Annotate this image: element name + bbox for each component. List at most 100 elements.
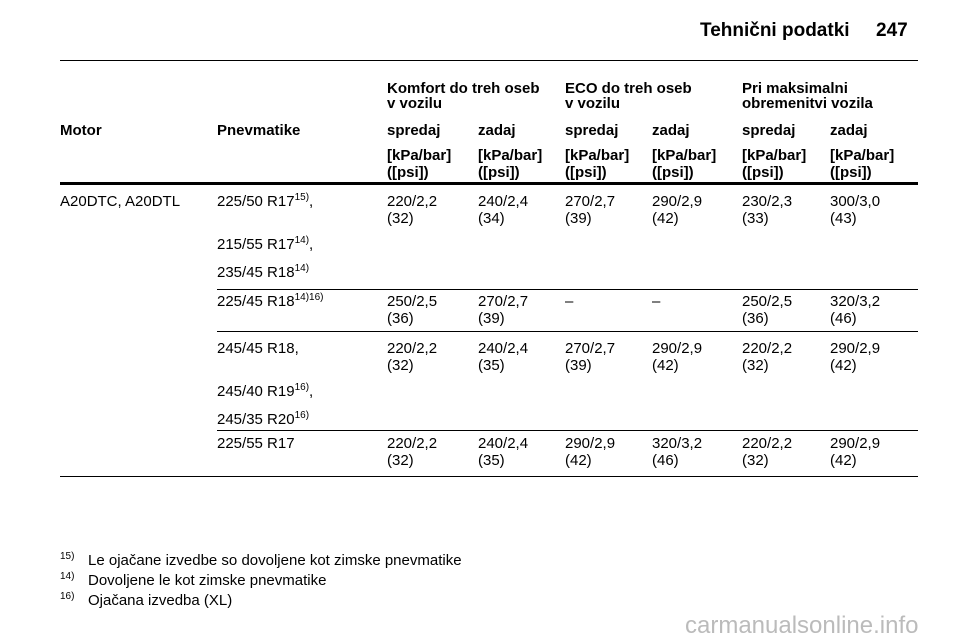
- tire-size: 245/35 R2016): [217, 411, 309, 429]
- rule: [217, 289, 918, 290]
- watermark: carmanualsonline.info: [685, 612, 919, 639]
- pressure-value: 270/2,7: [478, 293, 529, 310]
- tire-size: 225/55 R17: [217, 435, 295, 452]
- punctuation: ,: [309, 236, 314, 253]
- unit-label: ([psi]): [565, 164, 607, 181]
- pressure-value: 290/2,9: [652, 340, 703, 357]
- unit-label: [kPa/bar]: [742, 147, 807, 164]
- pressure-value: (46): [652, 452, 679, 469]
- group-header: Komfort do treh oseb: [387, 80, 540, 97]
- tire-text: 245/35 R20: [217, 411, 295, 428]
- pressure-value: 240/2,4: [478, 340, 529, 357]
- rule: [217, 331, 918, 332]
- unit-label: ([psi]): [742, 164, 784, 181]
- pressure-value: (35): [478, 357, 505, 374]
- tire-text: 225/55 R17: [217, 435, 295, 452]
- punctuation: ,: [309, 193, 314, 210]
- tire-size: 225/50 R1715),: [217, 193, 314, 211]
- footnote-text: Dovoljene le kot zimske pnevmatike: [88, 572, 327, 589]
- unit-label: [kPa/bar]: [387, 147, 452, 164]
- tire-size: 215/55 R1714),: [217, 235, 314, 254]
- pressure-value: 290/2,9: [565, 435, 616, 452]
- unit-label: ([psi]): [478, 164, 520, 181]
- group-header: obremenitvi vozila: [742, 95, 873, 112]
- rule: [60, 60, 918, 61]
- pressure-value: (39): [478, 310, 505, 327]
- tire-size: 245/40 R1916),: [217, 382, 314, 401]
- unit-label: [kPa/bar]: [478, 147, 543, 164]
- tire-text: 215/55 R17: [217, 236, 295, 253]
- pressure-value: (42): [830, 357, 857, 374]
- footnote-mark: 14): [60, 571, 75, 582]
- tire-text: 245/40 R19: [217, 383, 295, 400]
- tire-text: 225/50 R17: [217, 193, 295, 210]
- column-header: spredaj: [742, 122, 796, 139]
- pressure-value: 240/2,4: [478, 435, 529, 452]
- pressure-value: (42): [652, 357, 679, 374]
- pressure-value: (33): [742, 210, 769, 227]
- pressure-value: 250/2,5: [387, 293, 438, 310]
- column-header: zadaj: [478, 122, 516, 139]
- pressure-value: 220/2,2: [742, 340, 793, 357]
- column-header: Pnevmatike: [217, 122, 301, 139]
- pressure-value: –: [652, 293, 661, 310]
- pressure-value: (32): [387, 452, 414, 469]
- column-header: zadaj: [652, 122, 690, 139]
- pressure-value: 220/2,2: [387, 193, 438, 210]
- pressure-value: 270/2,7: [565, 193, 616, 210]
- pressure-value: 250/2,5: [742, 293, 793, 310]
- footnote-ref: 14): [294, 235, 310, 246]
- pressure-value: (32): [742, 452, 769, 469]
- group-header: ECO do treh oseb: [565, 80, 692, 97]
- pressure-value: 320/3,2: [830, 293, 881, 310]
- pressure-value: (32): [387, 210, 414, 227]
- pressure-value: (36): [387, 310, 414, 327]
- pressure-value: 290/2,9: [830, 435, 881, 452]
- pressure-value: (36): [742, 310, 769, 327]
- group-header: Pri maksimalni: [742, 80, 848, 97]
- page-title: Tehnični podatki: [700, 20, 850, 41]
- unit-label: ([psi]): [387, 164, 429, 181]
- tire-text: 235/45 R18: [217, 264, 295, 281]
- pressure-value: 270/2,7: [565, 340, 616, 357]
- column-header: spredaj: [387, 122, 441, 139]
- pressure-value: (42): [565, 452, 592, 469]
- pressure-value: (35): [478, 452, 505, 469]
- pressure-value: 320/3,2: [652, 435, 703, 452]
- footnote-mark: 15): [60, 551, 75, 562]
- unit-label: [kPa/bar]: [652, 147, 717, 164]
- unit-label: ([psi]): [652, 164, 694, 181]
- pressure-value: (43): [830, 210, 857, 227]
- tire-size: 245/45 R18,: [217, 340, 299, 357]
- pressure-value: (42): [652, 210, 679, 227]
- pressure-value: (46): [830, 310, 857, 327]
- pressure-value: (39): [565, 210, 592, 227]
- pressure-value: (32): [387, 357, 414, 374]
- footnote-ref: 14): [294, 263, 310, 274]
- group-header: v vozilu: [565, 95, 621, 112]
- unit-label: [kPa/bar]: [830, 147, 895, 164]
- tire-text: 245/45 R18: [217, 340, 295, 357]
- unit-label: ([psi]): [830, 164, 872, 181]
- footnote-text: Le ojačane izvedbe so dovoljene kot zims…: [88, 552, 462, 569]
- pressure-value: 300/3,0: [830, 193, 881, 210]
- pressure-value: –: [565, 293, 574, 310]
- punctuation: ,: [309, 383, 314, 400]
- pressure-value: 240/2,4: [478, 193, 529, 210]
- footnote-ref: 14)16): [294, 292, 324, 303]
- rule: [217, 430, 918, 431]
- footnote-ref: 16): [294, 382, 310, 393]
- rule: [60, 476, 918, 477]
- punctuation: ,: [294, 340, 299, 357]
- unit-label: [kPa/bar]: [565, 147, 630, 164]
- pressure-value: 230/2,3: [742, 193, 793, 210]
- pressure-value: (42): [830, 452, 857, 469]
- tire-text: 225/45 R18: [217, 293, 295, 310]
- pressure-value: 220/2,2: [387, 435, 438, 452]
- page-number: 247: [876, 20, 908, 41]
- engine: A20DTC, A20DTL: [60, 193, 181, 210]
- footnote-mark: 16): [60, 591, 75, 602]
- column-header: spredaj: [565, 122, 619, 139]
- group-header: v vozilu: [387, 95, 443, 112]
